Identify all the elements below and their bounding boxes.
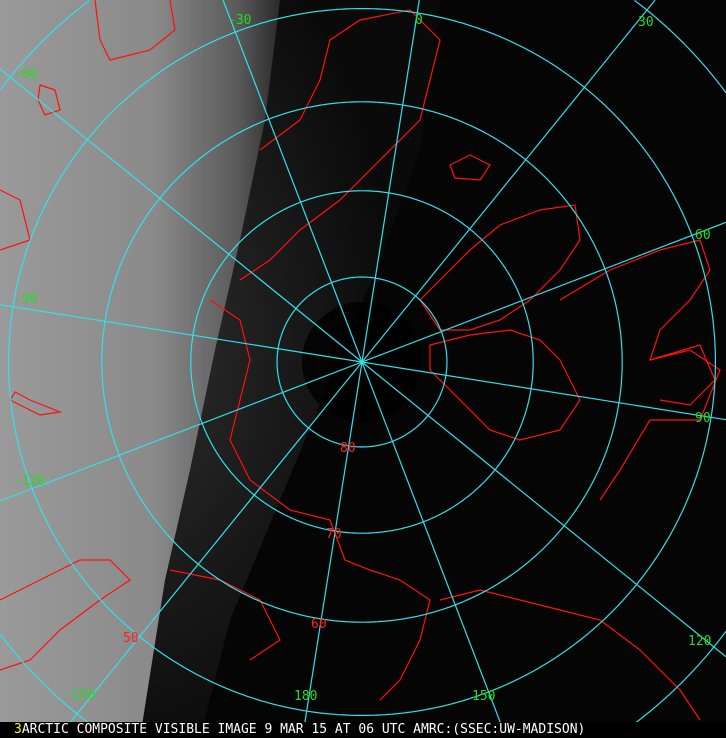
coastline-iceland [449, 154, 491, 181]
latitude-label: 80 [340, 441, 356, 456]
grid-labels: 0 30 60 90 120 150 180 -150 -120 -90 -60 -30 80 70 60 5… [14, 13, 711, 704]
coastline-greenland [419, 204, 581, 331]
longitude-label: 0 [415, 13, 423, 28]
meridian-150 [361, 361, 507, 738]
meridian--150 [57, 361, 363, 738]
longitude-label: 180 [294, 689, 317, 704]
longitude-label: -120 [14, 474, 45, 489]
coastlines [0, 0, 721, 721]
coastline-britain [94, 0, 176, 61]
meridian-90 [361, 361, 726, 421]
coastline-chukotka [169, 569, 281, 661]
longitude-label: 150 [472, 689, 495, 704]
coastline-russia-north [209, 299, 331, 521]
coastline-alaska [439, 589, 701, 721]
coastline-siberia-east [329, 519, 431, 701]
meridian--90 [0, 304, 363, 363]
latitude-label: 60 [311, 617, 327, 632]
latitude-circle-80 [276, 276, 448, 448]
meridian-30 [361, 0, 656, 363]
latitude-circle-60 [101, 101, 623, 623]
coastline-caspian [9, 391, 63, 416]
daylight-cloud-region [0, 0, 280, 738]
meridian--30 [222, 0, 363, 363]
longitude-label: -30 [228, 13, 251, 28]
longitude-label: -150 [64, 688, 95, 703]
longitude-label: -90 [14, 292, 37, 307]
coastline-scandinavia [239, 9, 441, 281]
meridian-120 [361, 361, 726, 658]
coastline-asia-west [0, 189, 31, 251]
meridian-180 [301, 361, 363, 738]
longitude-label: 60 [695, 228, 711, 243]
meridian-0 [361, 0, 420, 363]
coastline-canadian-archipelago [429, 329, 581, 441]
longitude-label: 30 [638, 15, 654, 30]
longitude-label: 90 [695, 411, 711, 426]
latitude-circle-50 [8, 8, 716, 716]
meridian-60 [361, 221, 726, 363]
caption-text: ARCTIC COMPOSITE VISIBLE IMAGE 9 MAR 15 … [21, 722, 586, 737]
longitude-label: 120 [688, 634, 711, 649]
latitude-label: 70 [326, 527, 342, 542]
frame-number: 3 [14, 722, 22, 737]
longitude-label: -60 [14, 67, 37, 82]
latitude-circle-70 [190, 190, 534, 534]
meridian--120 [0, 361, 363, 502]
coastline-small-island [37, 84, 61, 116]
image-caption-bar: 3ARCTIC COMPOSITE VISIBLE IMAGE 9 MAR 15… [0, 722, 726, 738]
meridian--60 [0, 68, 363, 363]
coastline-japan [0, 559, 131, 671]
coastline-canada [559, 239, 721, 501]
latitude-label: 50 [123, 631, 139, 646]
